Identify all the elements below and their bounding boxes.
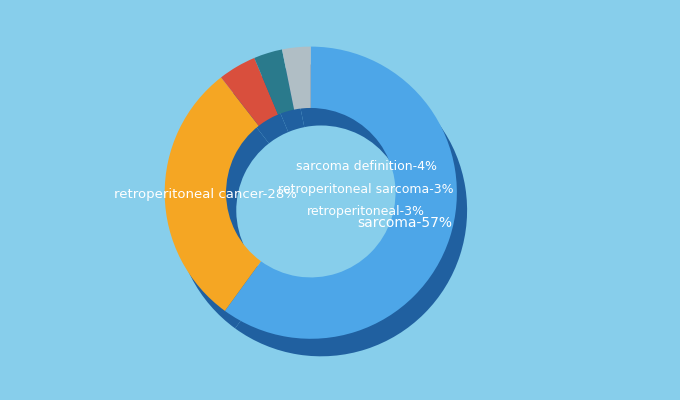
- Text: sarcoma-57%: sarcoma-57%: [358, 216, 453, 230]
- Wedge shape: [175, 95, 271, 328]
- Text: retroperitoneal-3%: retroperitoneal-3%: [307, 205, 425, 218]
- Text: sarcoma definition-4%: sarcoma definition-4%: [296, 160, 437, 173]
- Wedge shape: [282, 47, 311, 110]
- Text: retroperitoneal sarcoma-3%: retroperitoneal sarcoma-3%: [279, 183, 454, 196]
- Wedge shape: [221, 58, 278, 126]
- Wedge shape: [292, 64, 321, 127]
- Wedge shape: [165, 78, 261, 311]
- Wedge shape: [235, 64, 467, 356]
- Wedge shape: [225, 47, 457, 339]
- Wedge shape: [265, 67, 305, 132]
- Wedge shape: [254, 50, 294, 114]
- Wedge shape: [231, 76, 288, 143]
- Text: retroperitoneal cancer-28%: retroperitoneal cancer-28%: [114, 188, 297, 201]
